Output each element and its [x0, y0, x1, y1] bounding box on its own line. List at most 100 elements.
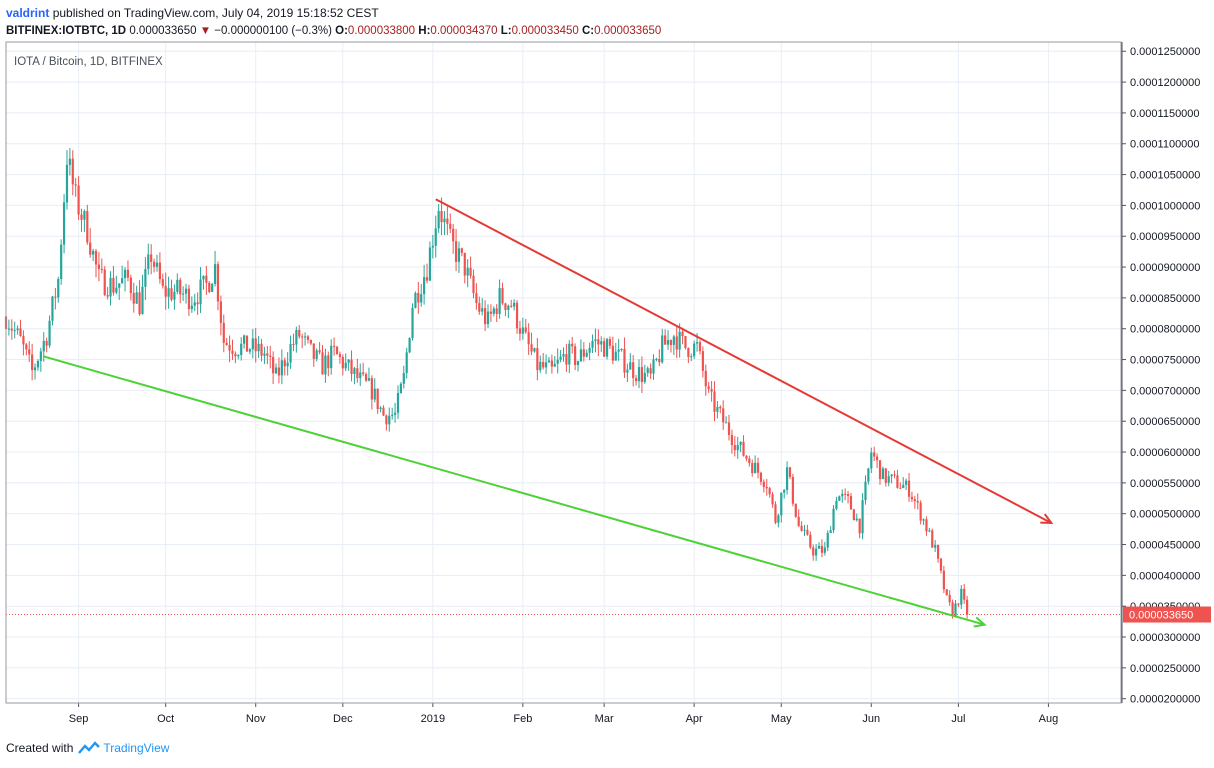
- candle-body: [341, 356, 344, 369]
- candle-body: [492, 308, 495, 314]
- candle-body: [855, 518, 858, 521]
- candle-body: [405, 352, 408, 374]
- y-tick-label: 0.0000550000: [1130, 478, 1200, 490]
- x-tick-label: Nov: [246, 713, 266, 725]
- candle-body: [960, 588, 963, 605]
- candle-body: [574, 346, 577, 366]
- candle-body: [614, 351, 617, 361]
- candle-body: [643, 372, 646, 383]
- y-tick-label: 0.0001000000: [1130, 200, 1200, 212]
- resistance-trendline: [435, 198, 1052, 524]
- candle-body: [809, 534, 812, 548]
- candle-body: [539, 361, 542, 371]
- candle-body: [829, 530, 832, 533]
- y-tick-label: 0.0000750000: [1130, 355, 1200, 367]
- candle-body: [408, 338, 411, 353]
- candle-body: [597, 339, 600, 345]
- candle-body: [167, 288, 170, 297]
- candle-body: [103, 269, 106, 296]
- candle-body: [242, 335, 246, 344]
- author-link[interactable]: valdrint: [6, 6, 50, 20]
- candle-body: [231, 350, 234, 354]
- y-tick-label: 0.0001050000: [1130, 170, 1200, 182]
- candle-body: [71, 158, 74, 185]
- candle-body: [457, 248, 461, 262]
- candle-body: [144, 268, 147, 287]
- candle-body: [94, 250, 98, 265]
- candle-body: [637, 367, 641, 382]
- y-tick-label: 0.0000900000: [1130, 262, 1200, 274]
- candle-body: [762, 481, 765, 487]
- candle-body: [858, 518, 861, 534]
- candle-body: [475, 293, 478, 304]
- candle-body: [498, 288, 501, 314]
- candle-body: [428, 247, 432, 281]
- candle-body: [60, 244, 63, 279]
- candle-body: [547, 360, 551, 363]
- candle-body: [263, 353, 266, 356]
- candle-body: [661, 335, 664, 363]
- candle-body: [623, 349, 626, 373]
- candle-body: [42, 340, 45, 352]
- candle-body: [893, 474, 896, 476]
- candle-body: [187, 288, 191, 310]
- candle-body: [478, 303, 481, 312]
- last-price: 0.000033650: [129, 25, 197, 37]
- candle-body: [396, 393, 400, 413]
- tradingview-brand-link[interactable]: TradingView: [103, 741, 170, 755]
- y-tick-label: 0.0000800000: [1130, 324, 1200, 336]
- candle-body: [634, 378, 638, 382]
- candle-body: [484, 308, 487, 325]
- candle-body: [905, 480, 908, 485]
- y-tick-label: 0.0000400000: [1130, 570, 1200, 582]
- candle-body: [228, 345, 231, 351]
- candle-body: [887, 476, 890, 483]
- candle-body: [907, 480, 911, 497]
- candle-body: [260, 343, 263, 356]
- candle-body: [420, 294, 423, 303]
- candle-body: [155, 262, 159, 267]
- candle-body: [916, 501, 919, 503]
- candle-body: [367, 378, 371, 381]
- candle-body: [553, 363, 556, 367]
- candle-body: [257, 343, 260, 352]
- candle-body: [939, 558, 943, 571]
- candle-body: [849, 496, 853, 510]
- low-label: L:: [500, 25, 512, 37]
- candle-body: [440, 211, 443, 223]
- candle-body: [910, 496, 914, 500]
- candle-body: [254, 338, 257, 352]
- candle-body: [277, 367, 281, 376]
- candle-body: [748, 458, 751, 464]
- candle-body: [31, 354, 34, 371]
- candle-body: [437, 211, 440, 229]
- candle-body: [556, 359, 559, 364]
- candle-body: [193, 302, 196, 306]
- trendlines-layer[interactable]: [6, 198, 1121, 628]
- candle-body: [100, 268, 103, 270]
- x-tick-label: May: [771, 713, 792, 725]
- candle-body: [269, 355, 272, 357]
- candle-body: [417, 292, 420, 303]
- candle-body: [684, 335, 687, 349]
- candle-body: [315, 350, 318, 359]
- candle-body: [472, 275, 475, 294]
- candle-body: [347, 359, 350, 363]
- support-arrow-icon: [973, 616, 987, 628]
- candle-body: [234, 353, 237, 357]
- candle-body: [452, 228, 455, 242]
- candle-body: [240, 343, 243, 356]
- candle-body: [298, 329, 301, 337]
- candle-body: [658, 358, 661, 363]
- high-value: 0.000034370: [430, 25, 498, 37]
- candle-body: [934, 545, 937, 548]
- candle-body: [309, 339, 312, 344]
- candle-body: [147, 254, 150, 269]
- candle-body: [678, 331, 681, 350]
- publish-info: valdrint published on TradingView.com, J…: [6, 4, 661, 22]
- candle-body: [65, 164, 69, 203]
- y-tick-label: 0.0000950000: [1130, 231, 1200, 243]
- candle-body: [237, 355, 240, 357]
- candle-body: [504, 303, 507, 310]
